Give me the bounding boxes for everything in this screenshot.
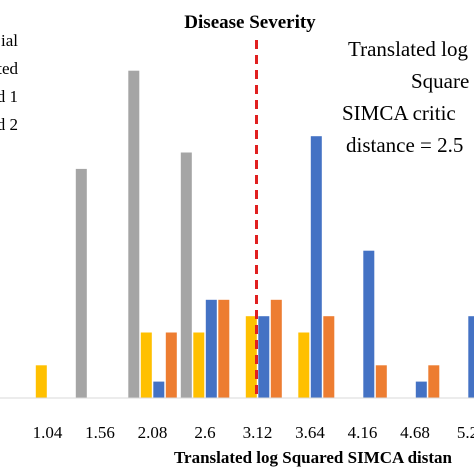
x-tick-label-4.68: 4.68 xyxy=(400,423,430,442)
bar-d-1-2.6 xyxy=(205,299,217,398)
bar-ated-1.04 xyxy=(35,365,47,398)
x-tick-label-1.56: 1.56 xyxy=(85,423,115,442)
legend-item-2: ated xyxy=(0,59,18,78)
bar-ial-2.6 xyxy=(180,152,192,398)
bar-d-1-5.2 xyxy=(468,316,474,398)
x-tick-label-4.16: 4.16 xyxy=(348,423,378,442)
annotation-line-2: Square xyxy=(411,69,469,93)
bar-d-2-4.16 xyxy=(375,365,387,398)
bar-ated-3.64 xyxy=(298,332,310,398)
legend-item-3: d 1 xyxy=(0,87,18,106)
bar-ial-1.56 xyxy=(75,168,87,398)
chart-title: Disease Severity xyxy=(184,12,316,33)
x-tick-label-3.12: 3.12 xyxy=(243,423,273,442)
annotation-line-4: distance = 2.5 xyxy=(346,133,463,157)
annotation: Translated log Square SIMCA critic distance… xyxy=(342,37,469,157)
bar-d-1-4.16 xyxy=(363,250,375,398)
bar-d-1-2.08 xyxy=(153,381,165,398)
x-tick-label-5.2: 5.2 xyxy=(457,423,474,442)
bar-ial-2.08 xyxy=(128,70,140,398)
bar-d-1-4.68 xyxy=(415,381,427,398)
bars-group xyxy=(35,70,474,398)
bar-d-2-2.6 xyxy=(218,299,230,398)
x-axis-label: Translated log Squared SIMCA distan xyxy=(174,448,453,467)
x-tick-label-1.04: 1.04 xyxy=(33,423,63,442)
x-tick-label-2.08: 2.08 xyxy=(138,423,168,442)
bar-d-2-3.64 xyxy=(323,316,335,398)
bar-d-2-2.08 xyxy=(165,332,177,398)
bar-ated-3.12 xyxy=(245,316,257,398)
x-tick-label-2.6: 2.6 xyxy=(194,423,215,442)
legend-item-1: ial xyxy=(1,31,18,50)
bar-ated-2.08 xyxy=(140,332,152,398)
bar-d-1-3.12 xyxy=(258,316,270,398)
bar-d-1-3.64 xyxy=(310,136,322,398)
legend: ial ated d 1 d 2 xyxy=(0,31,18,134)
bar-d-2-4.68 xyxy=(428,365,440,398)
legend-item-4: d 2 xyxy=(0,115,18,134)
bar-d-2-3.12 xyxy=(270,299,282,398)
x-tick-labels: 1.04 1.56 2.08 2.6 3.12 3.64 4.16 4.68 5.2 xyxy=(33,423,474,442)
annotation-line-1: Translated log xyxy=(348,37,468,61)
x-tick-label-3.64: 3.64 xyxy=(295,423,325,442)
bar-ated-2.6 xyxy=(193,332,205,398)
annotation-line-3: SIMCA critic xyxy=(342,101,456,125)
